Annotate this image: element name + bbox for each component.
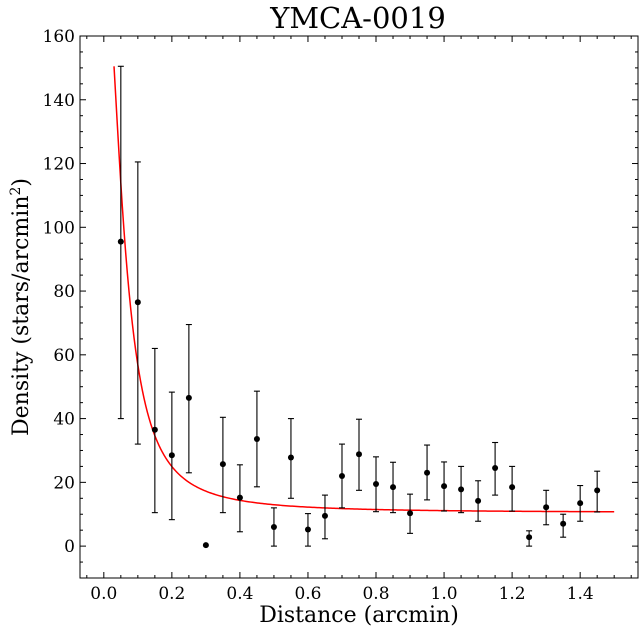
data-point <box>185 394 192 401</box>
x-tick-label: 0.2 <box>158 584 185 604</box>
data-point <box>441 483 448 490</box>
y-tick-label: 60 <box>53 346 75 366</box>
x-axis-label: Distance (arcmin) <box>259 603 459 628</box>
data-point <box>304 526 311 533</box>
data-point <box>424 469 431 476</box>
fit-curve <box>113 66 615 513</box>
y-tick-label: 140 <box>43 91 75 111</box>
data-point <box>543 504 550 511</box>
y-tick-label: 160 <box>43 27 75 47</box>
data-point <box>373 480 380 487</box>
data-point <box>134 299 141 306</box>
data-point <box>594 487 601 494</box>
data-point <box>356 451 362 458</box>
data-point <box>270 523 277 530</box>
chart-title: YMCA-0019 <box>269 1 446 35</box>
data-point <box>117 238 124 245</box>
x-tick-label: 0.4 <box>226 584 253 604</box>
y-axis-label-main: Density (stars/arcmin <box>9 196 34 437</box>
data-point <box>509 484 516 491</box>
data-point <box>560 520 567 527</box>
y-tick-label: 40 <box>53 410 75 430</box>
data-point <box>151 426 158 433</box>
data-point <box>475 497 482 504</box>
data-points-layer <box>117 65 601 549</box>
x-tick-label: 1.2 <box>499 584 526 604</box>
y-axis-label-end: ) <box>9 178 34 187</box>
data-point <box>526 534 533 541</box>
x-tick-label: 1.0 <box>431 584 458 604</box>
y-axis-label: Density (stars/arcmin2) <box>8 178 34 436</box>
axis-ticks-layer: 0.0 0.2 0.4 0.6 0.8 1.0 1.2 1.4 0 20 40 60 80 100 120 1… <box>43 27 638 604</box>
data-point <box>577 500 584 507</box>
data-point <box>219 461 226 468</box>
data-point <box>253 435 260 442</box>
y-tick-label: 100 <box>43 218 75 238</box>
data-point <box>407 510 414 517</box>
data-point <box>168 452 175 459</box>
plot-frame <box>79 35 639 579</box>
data-point <box>321 512 328 519</box>
data-point <box>458 486 465 493</box>
x-tick-label: 1.4 <box>567 584 594 604</box>
x-tick-label: 0.6 <box>294 584 321 604</box>
y-tick-label: 20 <box>53 473 75 493</box>
data-point <box>338 472 345 479</box>
y-tick-label: 80 <box>53 282 75 302</box>
data-point <box>287 454 294 461</box>
data-point <box>492 465 499 472</box>
x-tick-label: 0.0 <box>90 584 117 604</box>
y-tick-label: 120 <box>43 155 75 175</box>
fit-curve-layer <box>113 66 615 513</box>
x-tick-label: 0.8 <box>362 584 389 604</box>
data-point <box>236 494 243 501</box>
data-point <box>202 542 209 549</box>
y-tick-label: 0 <box>64 537 75 557</box>
data-point <box>390 484 397 491</box>
y-axis-label-superscript: 2 <box>8 187 24 196</box>
